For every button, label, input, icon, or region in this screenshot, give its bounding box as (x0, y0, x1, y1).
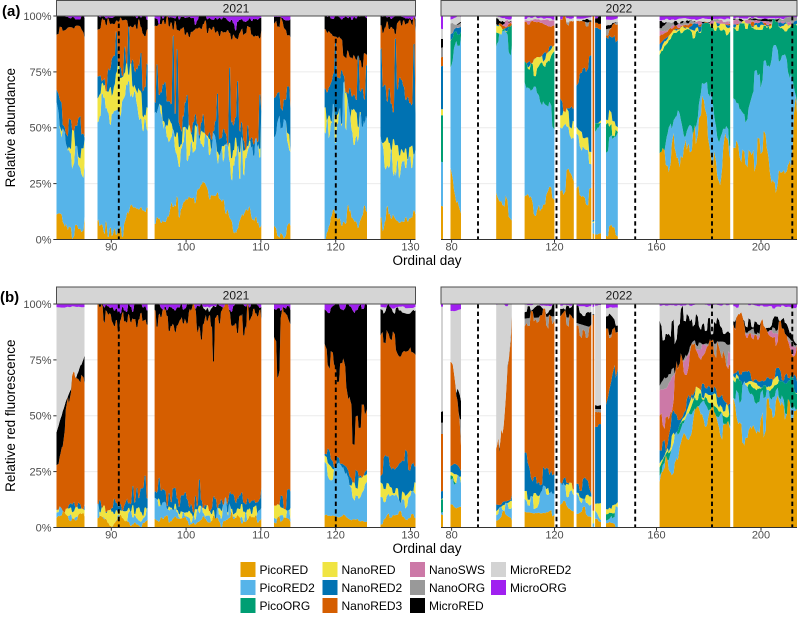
svg-text:120: 120 (327, 530, 345, 542)
svg-text:NanoRED: NanoRED (342, 563, 396, 577)
svg-text:120: 120 (545, 530, 563, 542)
svg-text:Relative red fluorescence: Relative red fluorescence (3, 340, 18, 492)
svg-text:2021: 2021 (223, 1, 250, 15)
svg-text:110: 110 (252, 530, 270, 542)
svg-text:120: 120 (327, 242, 345, 254)
svg-text:Relative abundance: Relative abundance (3, 68, 18, 187)
svg-text:NanoORG: NanoORG (429, 581, 485, 595)
svg-text:2021: 2021 (223, 289, 250, 303)
svg-text:NanoRED2: NanoRED2 (342, 581, 403, 595)
svg-text:75%: 75% (29, 355, 51, 367)
svg-text:90: 90 (105, 242, 117, 254)
svg-text:50%: 50% (29, 123, 51, 135)
svg-text:2022: 2022 (606, 1, 633, 15)
svg-text:2022: 2022 (606, 289, 633, 303)
svg-text:110: 110 (252, 242, 270, 254)
svg-text:NanoRED3: NanoRED3 (342, 599, 403, 613)
svg-text:25%: 25% (29, 467, 51, 479)
svg-text:(a): (a) (2, 3, 20, 20)
svg-text:MicroRED: MicroRED (429, 599, 484, 613)
svg-text:PicoRED2: PicoRED2 (260, 581, 316, 595)
svg-text:Ordinal day: Ordinal day (392, 541, 461, 556)
svg-text:80: 80 (445, 242, 457, 254)
svg-text:25%: 25% (29, 179, 51, 191)
svg-text:MicroORG: MicroORG (510, 581, 567, 595)
svg-text:PicoORG: PicoORG (260, 599, 311, 613)
svg-text:75%: 75% (29, 67, 51, 79)
svg-text:50%: 50% (29, 411, 51, 423)
svg-text:100: 100 (177, 242, 195, 254)
svg-text:0%: 0% (36, 522, 52, 534)
svg-text:160: 160 (647, 530, 665, 542)
svg-text:Ordinal day: Ordinal day (392, 253, 461, 268)
svg-text:130: 130 (401, 530, 419, 542)
svg-text:200: 200 (752, 530, 770, 542)
svg-text:MicroRED2: MicroRED2 (510, 563, 572, 577)
svg-text:100%: 100% (23, 11, 51, 23)
svg-text:100: 100 (177, 530, 195, 542)
svg-text:(b): (b) (0, 289, 19, 306)
svg-text:160: 160 (647, 242, 665, 254)
svg-text:0%: 0% (36, 234, 52, 246)
svg-text:200: 200 (752, 242, 770, 254)
svg-text:PicoRED: PicoRED (260, 563, 309, 577)
svg-text:100%: 100% (23, 299, 51, 311)
svg-text:90: 90 (105, 530, 117, 542)
svg-text:120: 120 (545, 242, 563, 254)
svg-text:80: 80 (445, 530, 457, 542)
svg-text:130: 130 (401, 242, 419, 254)
svg-text:NanoSWS: NanoSWS (429, 563, 485, 577)
